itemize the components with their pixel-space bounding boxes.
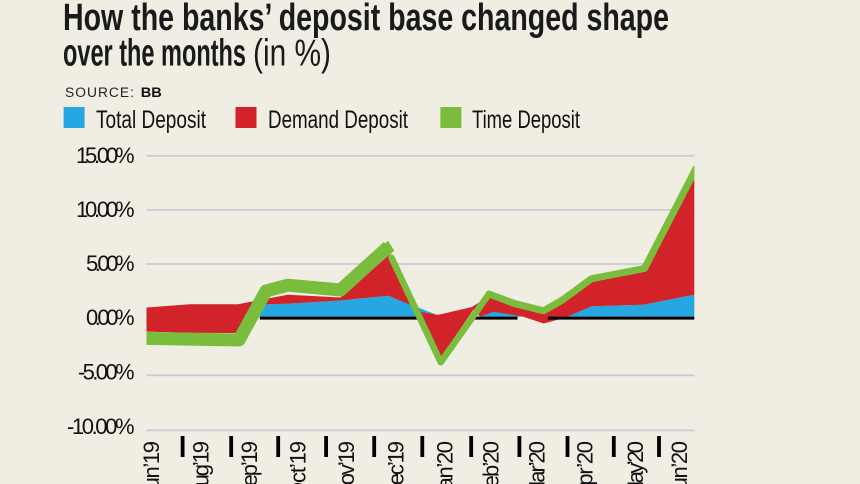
- svg-text:Sep’19: Sep’19: [237, 441, 262, 484]
- svg-text:Dec’19: Dec’19: [384, 441, 409, 484]
- svg-text:Time Deposit: Time Deposit: [472, 106, 580, 134]
- svg-text:BB: BB: [141, 85, 162, 100]
- svg-text:Total Deposit: Total Deposit: [96, 106, 206, 134]
- svg-text:over the months: over the months: [63, 33, 246, 75]
- svg-text:Jan’20: Jan’20: [433, 441, 458, 484]
- svg-text:Mar’20: Mar’20: [525, 441, 550, 484]
- svg-text:Nov’19: Nov’19: [334, 441, 359, 484]
- svg-text:May’20: May’20: [623, 441, 648, 484]
- svg-text:-10.00%: -10.00%: [67, 414, 136, 439]
- svg-text:SOURCE:: SOURCE:: [65, 85, 135, 100]
- svg-text:How the banks’ deposit base ch: How the banks’ deposit base changed shap…: [63, 0, 669, 39]
- svg-text:Oct’19: Oct’19: [286, 441, 311, 484]
- svg-text:Demand Deposit: Demand Deposit: [268, 106, 408, 134]
- svg-text:Aug’19: Aug’19: [189, 441, 214, 484]
- svg-text:(in %): (in %): [253, 33, 331, 75]
- svg-text:15.00%: 15.00%: [76, 143, 136, 168]
- svg-text:Jun’19: Jun’19: [139, 441, 164, 484]
- svg-text:Jun’20: Jun’20: [667, 441, 692, 484]
- svg-text:0.00%: 0.00%: [86, 305, 136, 330]
- svg-text:-5.00%: -5.00%: [78, 360, 136, 385]
- svg-text:5.00%: 5.00%: [86, 251, 136, 276]
- svg-text:Feb’20: Feb’20: [479, 441, 504, 484]
- svg-text:10.00%: 10.00%: [76, 197, 136, 222]
- svg-text:Apr’20: Apr’20: [573, 441, 598, 484]
